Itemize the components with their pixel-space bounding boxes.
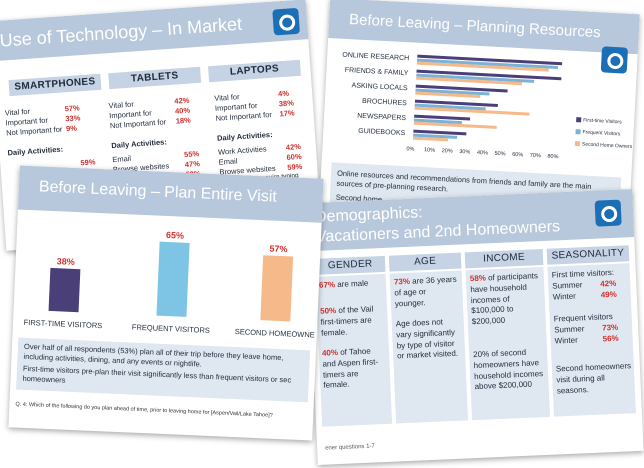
income-box: 58% of participants have household incom… xyxy=(465,266,550,421)
gender-item: 67% are male xyxy=(319,278,383,292)
age-item: 73% are 36 years of age or younger. xyxy=(394,275,459,310)
data-label: 57% xyxy=(269,243,288,255)
usage-value: 18% xyxy=(175,115,192,126)
gender-text: are male xyxy=(334,278,369,290)
column-header-smartphones: SMARTPHONES xyxy=(8,73,102,97)
activity-label: Email xyxy=(111,153,132,164)
x-tick-label: 70% xyxy=(529,152,541,160)
gender-value: 67% xyxy=(318,280,336,290)
legend-label: First-time Visitors xyxy=(583,117,622,126)
season-value: 56% xyxy=(602,333,619,344)
data-label: 65% xyxy=(165,229,185,241)
category-label: SECOND HOMEOWNE xyxy=(234,327,315,340)
legend-swatch xyxy=(575,129,581,135)
activity-value: 59% xyxy=(80,156,96,167)
bar xyxy=(412,136,449,142)
age-item: Age does not vary significantly by type … xyxy=(396,317,462,363)
usage-value: 17% xyxy=(279,108,295,119)
activity-value: 59% xyxy=(286,161,303,172)
age-text: Age does not vary significantly by type … xyxy=(395,317,459,361)
laptops-usage: Vital for 4% Important for 38% Not Impor… xyxy=(214,87,316,186)
column-header-gender: GENDER xyxy=(314,255,386,275)
column-header-age: AGE xyxy=(388,252,462,272)
gender-item: 50% of the Vail first-timers are female. xyxy=(320,304,385,339)
plan-entire-visit-chart: 38% FIRST-TIME VISITORS 65% FREQUENT VISITO… xyxy=(12,209,321,352)
category-label: FREQUENT VISITORS xyxy=(131,322,211,335)
usage-label: Vital for xyxy=(4,106,31,118)
bar xyxy=(48,267,81,313)
x-tick-label: 60% xyxy=(511,151,524,159)
column-header-income: INCOME xyxy=(464,248,544,269)
planning-resources-chart: ONLINE RESEARCH FRIENDS & FAMILY ASKING LO… xyxy=(322,42,638,178)
category-label: GUIDEBOOKS xyxy=(358,127,406,138)
seasonality-tail: Second homeowners visit during all seaso… xyxy=(555,361,632,396)
activity-label: Email xyxy=(218,156,238,167)
legend-item: Second Home Owners xyxy=(574,141,633,151)
logo-icon xyxy=(272,7,300,36)
category-label: ASKING LOCALS xyxy=(351,82,408,93)
income-item: 20% of second homeowners have household … xyxy=(473,347,545,393)
slide-title: Before Leaving – Plan Entire Visit xyxy=(38,178,278,206)
age-value: 73% xyxy=(393,276,411,287)
slide-title: Use of Technology – In Market xyxy=(0,13,243,51)
seasonality-group: Frequent visitors Summer 73% Winter 56% xyxy=(554,311,631,347)
x-tick-label: 40% xyxy=(476,149,489,157)
data-label: 38% xyxy=(56,255,75,267)
legend-item: First-time Visitors xyxy=(576,117,622,125)
season-label: Summer xyxy=(554,324,585,335)
slide-title-line1: Demographics: xyxy=(314,204,423,226)
slide-demographics: Demographics: Vacationers and 2nd Homeow… xyxy=(306,189,644,465)
income-text: 20% of second homeowners have household … xyxy=(473,347,544,392)
season-label: Summer xyxy=(552,280,583,291)
column-header-seasonality: SEASONALITY xyxy=(546,245,630,265)
usage-label: Vital for xyxy=(213,92,240,103)
plan-footnote: Q. 4: Which of the following do you plan… xyxy=(15,401,273,419)
bar xyxy=(156,241,190,317)
legend-label: Second Home Owners xyxy=(581,141,633,151)
category-label: NEWSPAPERS xyxy=(357,112,407,123)
slide-title: Before Leaving – Planning Resources xyxy=(348,11,602,42)
gender-item: 40% of Tahoe and Aspen first-timers are … xyxy=(322,346,388,392)
x-tick-label: 0% xyxy=(406,146,415,153)
slide-title-bar: Use of Technology – In Market xyxy=(0,0,309,62)
income-item: 58% of participants have household incom… xyxy=(470,271,542,328)
smartphones-usage: Vital for 57% Important for 33% Not Impo… xyxy=(4,102,108,167)
gender-box: 67% are male 50% of the Vail first-timer… xyxy=(315,273,393,427)
category-label: FRIENDS & FAMILY xyxy=(344,66,409,78)
category-label: ONLINE RESEARCH xyxy=(342,51,410,63)
demographics-footnote: ener questions 1-7 xyxy=(325,443,375,452)
x-tick-label: 80% xyxy=(547,153,559,161)
bar xyxy=(260,255,294,322)
legend-label: Frequent Visitors xyxy=(582,129,621,138)
legend-item: Frequent Visitors xyxy=(575,129,620,137)
gender-value: 40% xyxy=(321,348,339,358)
column-header-laptops: LAPTOPS xyxy=(208,59,301,83)
season-label: Winter xyxy=(552,291,577,302)
usage-value: 33% xyxy=(65,113,81,124)
category-label: FIRST-TIME VISITORS xyxy=(23,317,103,331)
category-label: BROCHURES xyxy=(361,97,407,108)
activity-label: Work Activities xyxy=(217,143,267,157)
seasonality-group: First time visitors: Summer 42% Winter 4… xyxy=(552,267,629,303)
seasonality-box: First time visitors: Summer 42% Winter 4… xyxy=(547,263,636,417)
gender-value: 50% xyxy=(319,306,337,316)
age-box: 73% are 36 years of age or younger. Age … xyxy=(389,270,469,424)
column-header-tablets: TABLETS xyxy=(108,66,202,90)
x-tick-label: 50% xyxy=(494,150,506,158)
usage-value: 9% xyxy=(65,123,78,134)
x-tick-label: 10% xyxy=(423,147,436,154)
season-value: 73% xyxy=(601,322,619,333)
slide-plan-entire-visit: Before Leaving – Plan Entire Visit 38% FI… xyxy=(8,165,324,441)
income-value: 58% xyxy=(469,273,487,284)
legend-swatch xyxy=(574,141,581,147)
logo-icon xyxy=(594,199,622,227)
legend-swatch xyxy=(576,117,582,123)
x-tick-label: 30% xyxy=(459,149,471,156)
x-tick-label: 20% xyxy=(441,148,453,155)
season-label: Winter xyxy=(554,335,578,346)
season-value: 42% xyxy=(600,278,617,289)
usage-label: Vital for xyxy=(108,99,135,111)
season-value: 49% xyxy=(600,289,617,300)
